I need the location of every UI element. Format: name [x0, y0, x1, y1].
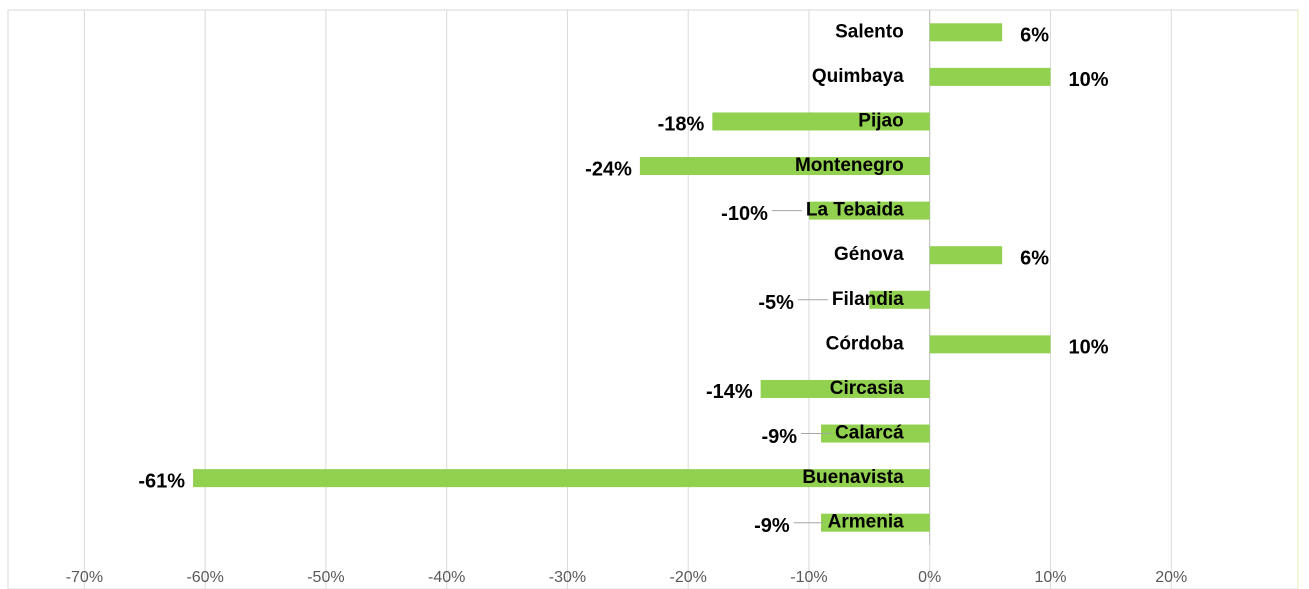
x-tick-label: 20%	[1155, 569, 1187, 586]
x-tick-label: -10%	[790, 569, 827, 586]
value-label: -5%	[758, 292, 794, 314]
x-tick-label: 10%	[1034, 569, 1066, 586]
category-label: Pijao	[858, 110, 903, 131]
category-label: Quimbaya	[812, 66, 904, 87]
x-tick-label: -30%	[549, 569, 586, 586]
value-label: 6%	[1020, 247, 1049, 269]
category-label: Buenavista	[802, 467, 904, 488]
bar	[193, 469, 930, 488]
value-label: -24%	[585, 158, 632, 180]
value-label: -14%	[706, 381, 753, 403]
category-label: Filandia	[832, 289, 904, 310]
value-label: -18%	[658, 114, 705, 136]
chart-border	[7, 9, 1299, 589]
bar	[929, 67, 1051, 86]
bar	[639, 157, 930, 176]
value-label: -9%	[754, 515, 790, 537]
value-label: 10%	[1068, 69, 1108, 91]
bar	[821, 513, 930, 532]
category-label: Salento	[835, 21, 904, 42]
bar	[712, 112, 930, 131]
x-tick-label: -20%	[670, 569, 707, 586]
x-tick-label: -50%	[307, 569, 344, 586]
bar	[929, 246, 1003, 265]
bar	[869, 290, 930, 309]
x-tick-label: -60%	[186, 569, 223, 586]
x-tick-label: 0%	[918, 569, 941, 586]
category-label: Armenia	[828, 512, 904, 533]
value-label: -61%	[138, 470, 185, 492]
x-tick-label: -40%	[428, 569, 465, 586]
value-label: 6%	[1020, 25, 1049, 47]
category-label: Circasia	[830, 378, 904, 399]
bar	[929, 335, 1051, 354]
category-label: Montenegro	[795, 155, 904, 176]
category-label: Calarcá	[835, 423, 904, 444]
category-label: Génova	[834, 244, 904, 265]
bar	[760, 379, 930, 398]
value-label: -10%	[721, 203, 768, 225]
bar	[821, 424, 930, 443]
category-label: Córdoba	[826, 333, 905, 354]
bar	[929, 23, 1003, 42]
category-label: La Tebaida	[806, 200, 904, 221]
x-tick-label: -70%	[66, 569, 103, 586]
value-label: -9%	[761, 426, 797, 448]
value-label: 10%	[1068, 337, 1108, 359]
bar	[808, 201, 930, 220]
